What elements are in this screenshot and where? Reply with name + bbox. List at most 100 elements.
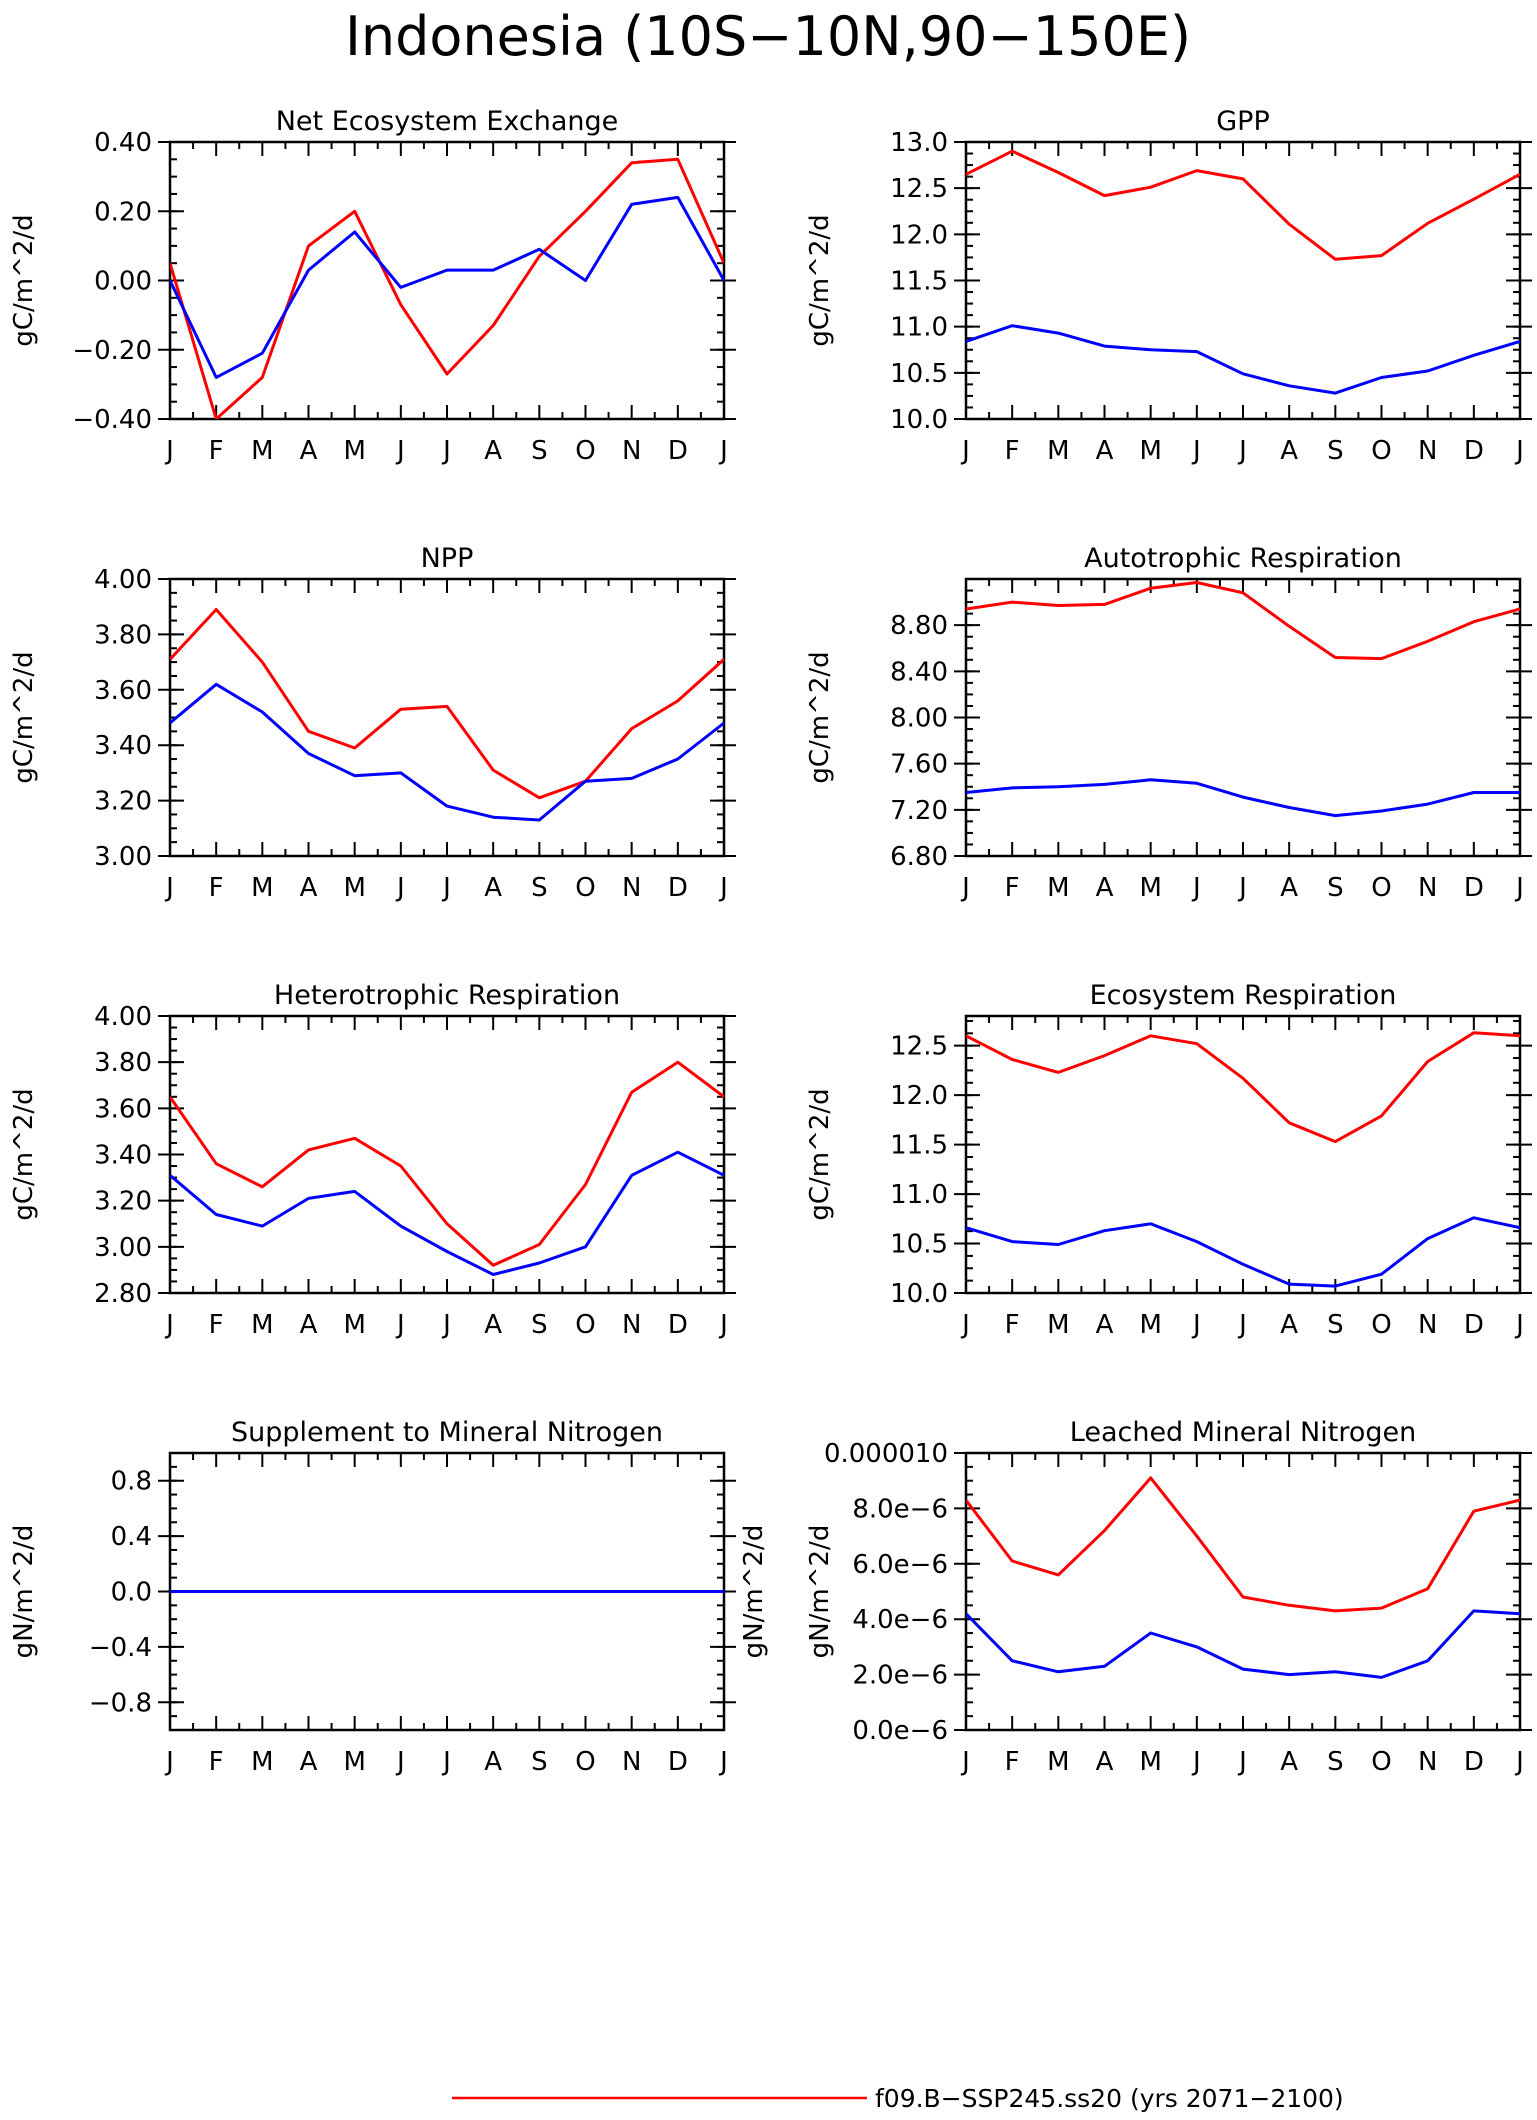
series-line-1 bbox=[170, 1060, 724, 1267]
plot-frame bbox=[168, 577, 726, 858]
y-tick-label: 3.20 bbox=[94, 787, 152, 817]
x-tick-label: A bbox=[1096, 436, 1114, 466]
x-tick-label: M bbox=[1047, 436, 1069, 466]
x-tick-label: M bbox=[1047, 873, 1069, 903]
x-tick-label: M bbox=[1139, 436, 1161, 466]
x-tick-label: J bbox=[1237, 1747, 1247, 1777]
x-tick-label: D bbox=[668, 873, 688, 903]
y-tick-label: 3.40 bbox=[94, 1141, 152, 1171]
x-tick-label: M bbox=[343, 873, 365, 903]
series-line-2 bbox=[170, 195, 724, 379]
x-tick-label: J bbox=[960, 1310, 970, 1340]
x-tick-label: M bbox=[1047, 1310, 1069, 1340]
panel-title: NPP bbox=[421, 543, 474, 574]
x-tick-label: A bbox=[300, 873, 318, 903]
y-tick-label: 4.0e−6 bbox=[852, 1605, 948, 1635]
x-tick-label: O bbox=[575, 1310, 595, 1340]
x-tick-label: J bbox=[1237, 436, 1247, 466]
series-line-2 bbox=[966, 1216, 1520, 1288]
x-tick-label: O bbox=[1371, 1310, 1391, 1340]
series-line-1 bbox=[170, 608, 724, 800]
x-tick-label: M bbox=[251, 873, 273, 903]
x-tick-label: O bbox=[575, 1747, 595, 1777]
y-tick-label: 12.5 bbox=[890, 1032, 948, 1062]
x-tick-label: M bbox=[343, 1310, 365, 1340]
series-line-2 bbox=[966, 778, 1520, 818]
x-tick-label: S bbox=[1327, 873, 1344, 903]
series-line-1 bbox=[966, 1031, 1520, 1144]
x-tick-label: D bbox=[1464, 436, 1484, 466]
x-tick-label: M bbox=[251, 1747, 273, 1777]
x-tick-label: A bbox=[484, 873, 502, 903]
x-tick-label: J bbox=[1514, 436, 1524, 466]
y-tick-label: 8.40 bbox=[890, 657, 948, 687]
x-tick-label: J bbox=[960, 873, 970, 903]
x-tick-label: J bbox=[441, 1747, 451, 1777]
plot-frame bbox=[964, 1451, 1522, 1732]
x-tick-label: J bbox=[441, 873, 451, 903]
y-tick-label: 0.0e−6 bbox=[852, 1716, 948, 1746]
y-tick-label: 3.60 bbox=[94, 676, 152, 706]
y-tick-label: 3.80 bbox=[94, 1048, 152, 1078]
plot-frame bbox=[964, 140, 1522, 421]
x-tick-label: J bbox=[164, 1747, 174, 1777]
x-tick-label: N bbox=[622, 1747, 641, 1777]
y-tick-label: 10.5 bbox=[890, 359, 948, 389]
x-tick-label: M bbox=[1139, 873, 1161, 903]
series-line-2 bbox=[966, 324, 1520, 395]
y-tick-label: 3.80 bbox=[94, 620, 152, 650]
y-tick-label: 12.0 bbox=[890, 1081, 948, 1111]
y-axis-label: gC/m^2/d bbox=[9, 651, 39, 783]
x-tick-label: F bbox=[209, 436, 224, 466]
series-line-1 bbox=[170, 157, 724, 419]
y-tick-label: 11.0 bbox=[890, 1180, 948, 1210]
x-tick-label: O bbox=[1371, 1747, 1391, 1777]
x-tick-label: F bbox=[209, 1747, 224, 1777]
y-tick-label: 4.00 bbox=[94, 1002, 152, 1032]
y-axis-label-right: gN/m^2/d bbox=[739, 1525, 769, 1659]
x-tick-label: D bbox=[668, 1310, 688, 1340]
x-tick-label: N bbox=[1418, 436, 1437, 466]
y-tick-label: 8.80 bbox=[890, 611, 948, 641]
y-tick-label: 12.0 bbox=[890, 220, 948, 250]
y-tick-label: 2.80 bbox=[94, 1279, 152, 1309]
y-axis-label: gC/m^2/d bbox=[9, 214, 39, 346]
x-tick-label: J bbox=[395, 873, 405, 903]
x-tick-label: M bbox=[251, 436, 273, 466]
x-tick-label: F bbox=[1005, 436, 1020, 466]
y-tick-label: 3.00 bbox=[94, 842, 152, 872]
x-tick-label: D bbox=[1464, 1310, 1484, 1340]
x-tick-label: M bbox=[1139, 1310, 1161, 1340]
x-tick-label: M bbox=[1139, 1747, 1161, 1777]
y-axis-label: gC/m^2/d bbox=[805, 651, 835, 783]
x-tick-label: O bbox=[1371, 436, 1391, 466]
x-tick-label: S bbox=[531, 1310, 548, 1340]
x-tick-label: A bbox=[484, 1310, 502, 1340]
y-tick-label: 8.00 bbox=[890, 704, 948, 734]
series-line-2 bbox=[170, 682, 724, 822]
y-tick-label: 4.00 bbox=[94, 565, 152, 595]
x-tick-label: A bbox=[300, 436, 318, 466]
y-tick-label: 7.60 bbox=[890, 750, 948, 780]
x-tick-label: A bbox=[1096, 1747, 1114, 1777]
panel-title: Leached Mineral Nitrogen bbox=[1070, 1417, 1416, 1448]
x-tick-label: D bbox=[668, 1747, 688, 1777]
x-tick-label: A bbox=[1096, 1310, 1114, 1340]
x-tick-label: J bbox=[718, 436, 728, 466]
y-tick-label: 3.00 bbox=[94, 1233, 152, 1263]
x-tick-label: J bbox=[441, 1310, 451, 1340]
x-tick-label: J bbox=[395, 436, 405, 466]
series-line-1 bbox=[966, 149, 1520, 261]
x-tick-label: J bbox=[164, 436, 174, 466]
y-tick-label: 6.80 bbox=[890, 842, 948, 872]
plot-frame bbox=[964, 577, 1522, 858]
x-tick-label: J bbox=[1191, 1747, 1201, 1777]
x-tick-label: N bbox=[622, 1310, 641, 1340]
